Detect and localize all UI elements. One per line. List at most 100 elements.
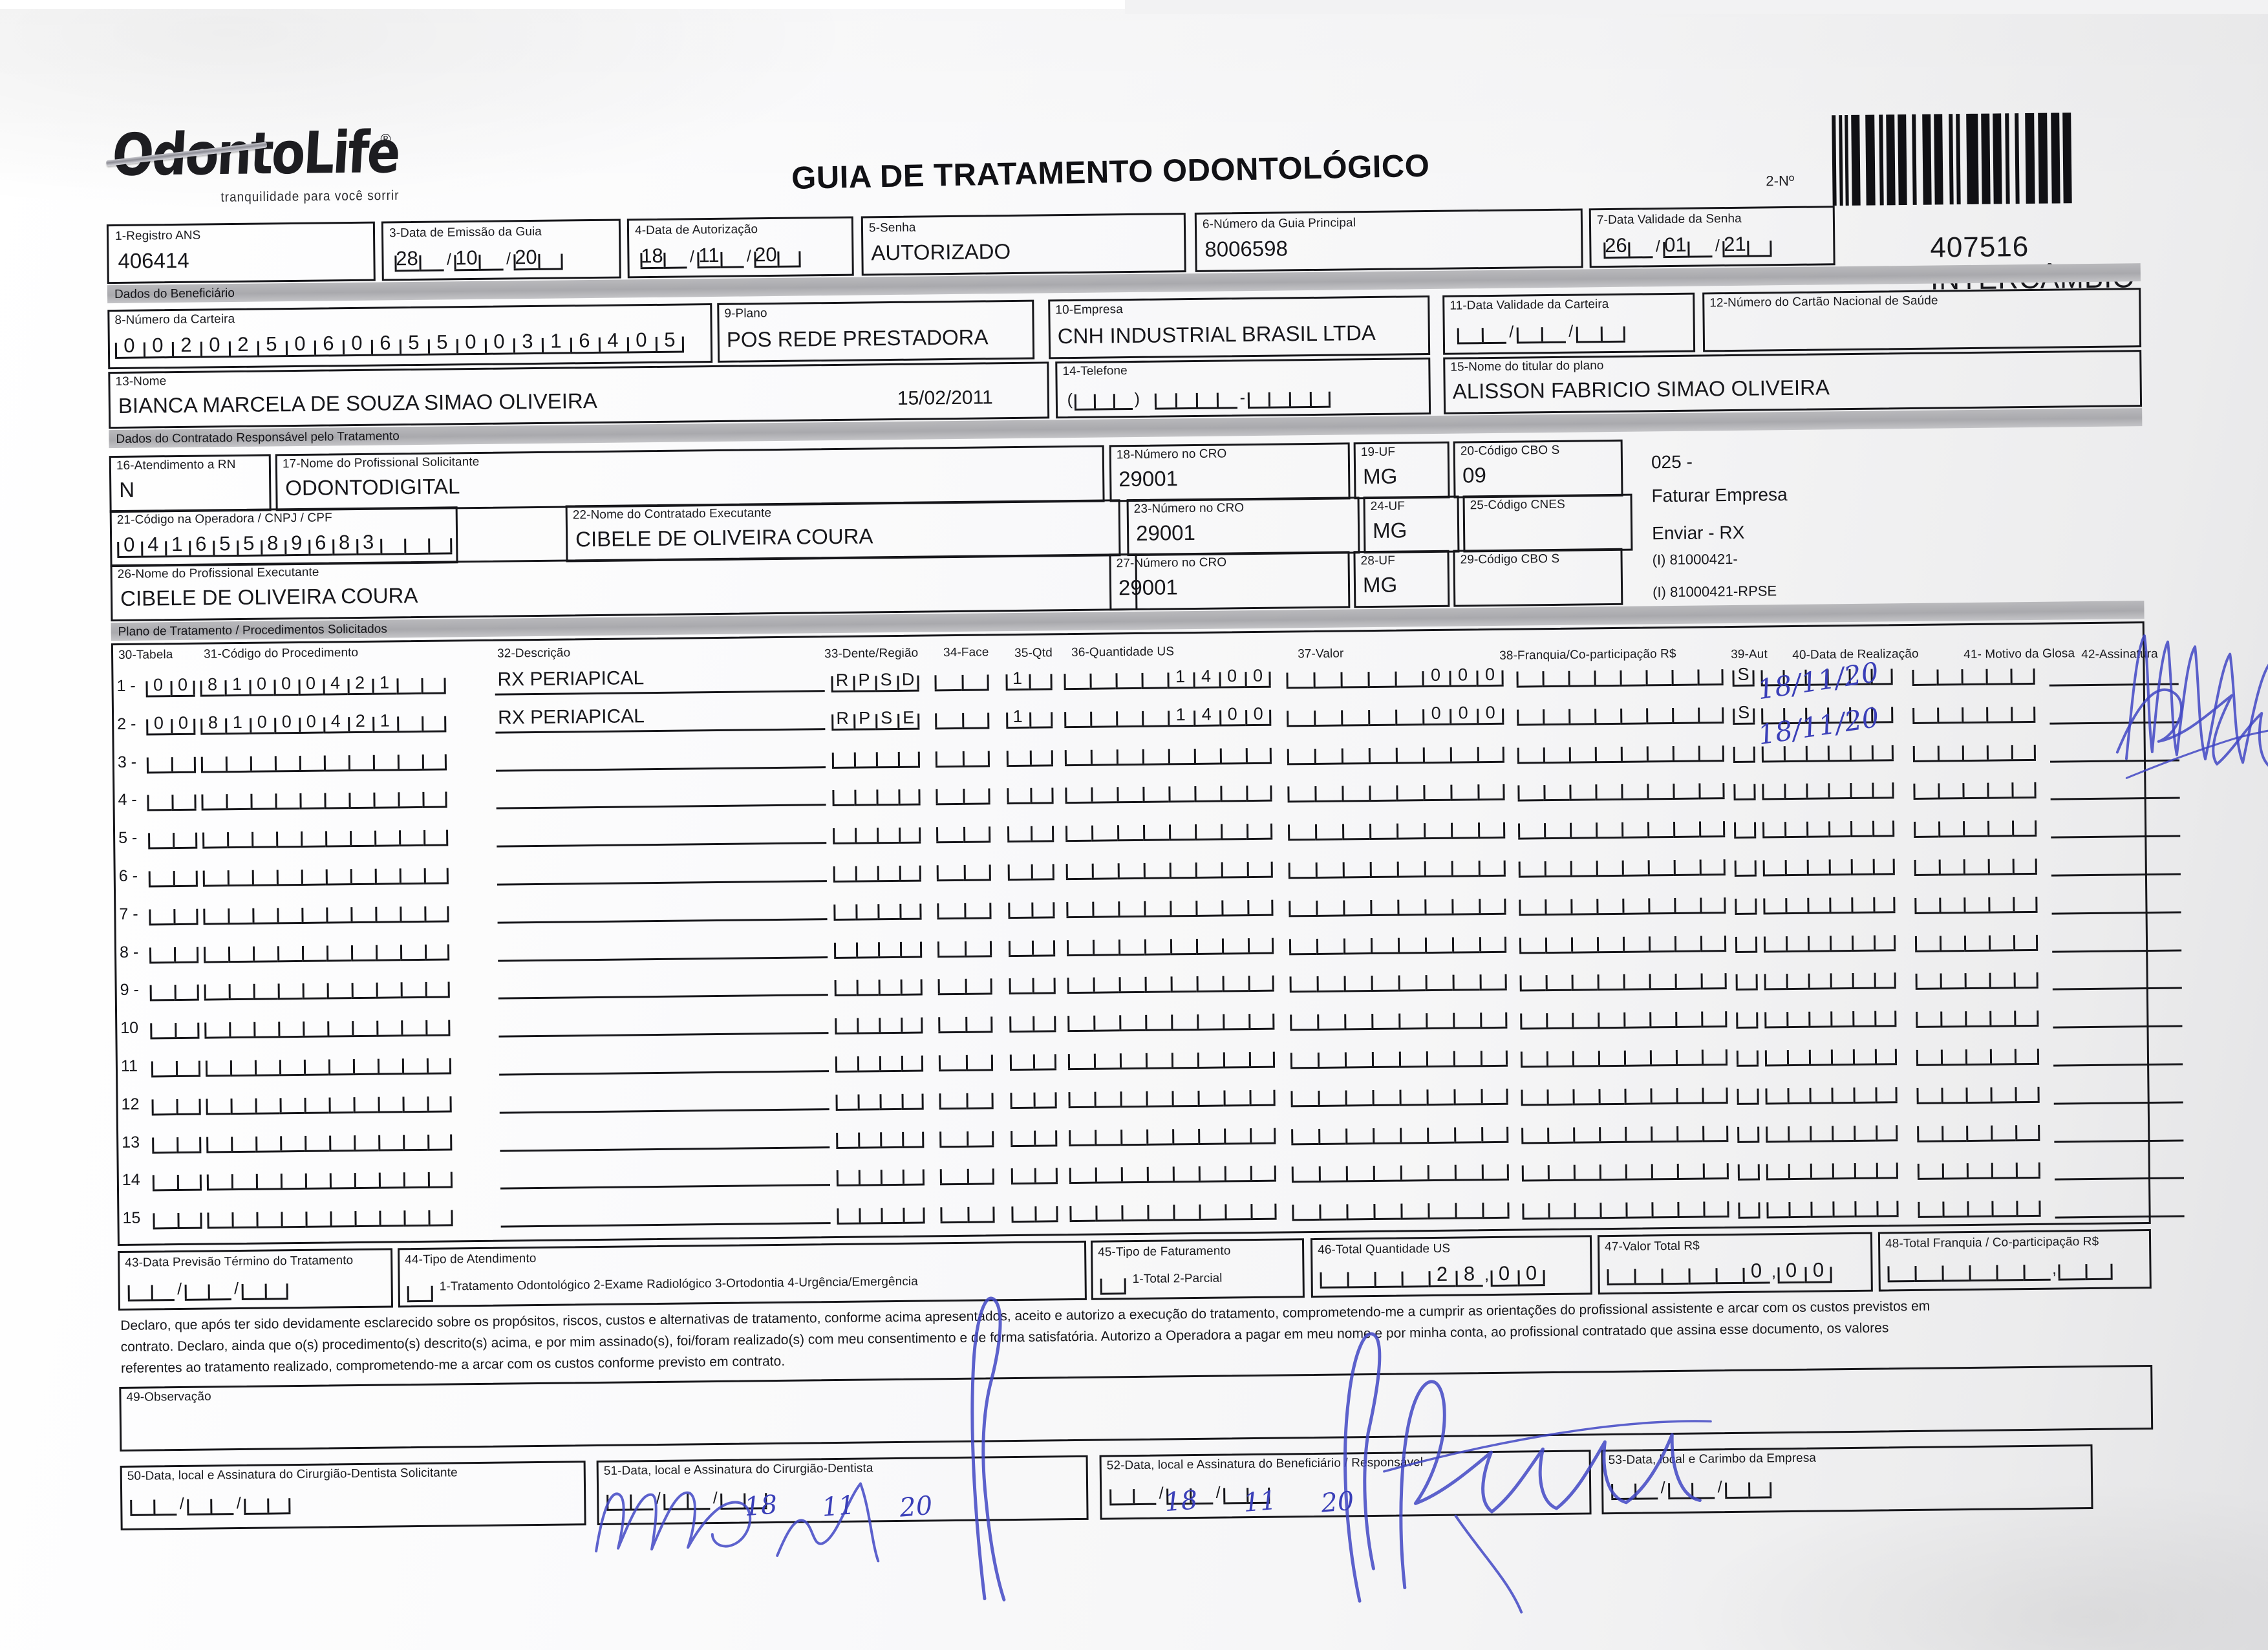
row-7-field-31-codigo-cell-1[interactable] <box>203 902 228 925</box>
row-14-field-38-franquia-cell-6[interactable] <box>1651 1158 1677 1181</box>
row-5-field-36-quantidade-us-cell-4[interactable] <box>1142 819 1170 842</box>
field-45-value-comb[interactable] <box>1100 1269 1126 1295</box>
row-11-field-40-data-cell-4[interactable] <box>1830 1043 1854 1066</box>
row-2-field-40-data[interactable] <box>1761 701 1894 725</box>
row-14-field-30-tabela[interactable] <box>152 1169 202 1192</box>
row-3-field-36-quantidade-us-cell-5[interactable] <box>1168 742 1194 766</box>
row-3-field-31-codigo-cell-3[interactable] <box>250 749 275 773</box>
row-12-field-33-dente[interactable] <box>835 1088 924 1111</box>
row-8-field-36-quantidade-us-cell-2[interactable] <box>1092 933 1119 956</box>
row-3-field-37-valor-cell-6[interactable] <box>1422 741 1450 764</box>
row-7-field-36-quantidade-us-cell-3[interactable] <box>1118 895 1144 918</box>
row-14-field-37-valor-cell-1[interactable] <box>1291 1161 1320 1183</box>
row-6-field-33-dente-cell-1[interactable] <box>833 860 855 883</box>
row-2-field-36-quantidade-us-cell-8[interactable]: 0 <box>1245 703 1272 726</box>
row-7-field-37-valor-cell-3[interactable] <box>1343 894 1371 917</box>
field-21-digit-cell-14[interactable] <box>427 528 453 555</box>
row-2-field-33-dente-cell-4[interactable]: E <box>897 707 920 730</box>
row-15-field-38-franquia-cell-2[interactable] <box>1548 1197 1574 1220</box>
row-5-field-31-codigo-cell-4[interactable] <box>275 826 301 848</box>
row-4-field-34-face-cell-2[interactable] <box>963 782 990 806</box>
row-8-field-38-franquia-cell-1[interactable] <box>1519 931 1546 954</box>
row-5-field-38-franquia-cell-7[interactable] <box>1673 815 1700 839</box>
row-13-field-31-codigo-cell-7[interactable] <box>353 1129 379 1152</box>
row-1-field-38-franquia-cell-5[interactable] <box>1620 664 1646 687</box>
row-14-field-33-dente-cell-2[interactable] <box>858 1164 881 1187</box>
row-13-field-41-glosa-cell-1[interactable] <box>1917 1120 1942 1142</box>
row-12-field-31-codigo-cell-5[interactable] <box>304 1091 329 1114</box>
row-10-field-39-aut[interactable] <box>1736 1006 1759 1029</box>
row-2-field-38-franquia-cell-6[interactable] <box>1645 702 1673 725</box>
field-8-digit-cell-8[interactable]: 6 <box>314 330 343 357</box>
row-7-field-31-codigo-cell-6[interactable] <box>326 901 351 924</box>
row-2-field-36-quantidade-us-cell-6[interactable]: 4 <box>1193 704 1220 727</box>
row-3-field-41-glosa[interactable] <box>1912 738 2037 762</box>
row-3-field-30-tabela[interactable] <box>146 751 197 774</box>
row-13-field-31-codigo-cell-3[interactable] <box>255 1130 281 1153</box>
row-7-field-37-valor-cell-2[interactable] <box>1316 894 1343 917</box>
row-12-field-31-codigo-cell-6[interactable] <box>328 1091 354 1114</box>
row-9-field-37-valor-cell-4[interactable] <box>1371 969 1398 992</box>
row-6-field-36-quantidade-us[interactable] <box>1065 855 1273 881</box>
row-14-field-31-codigo-cell-7[interactable] <box>354 1167 380 1190</box>
row-9-field-36-quantidade-us-cell-3[interactable] <box>1118 971 1145 994</box>
row-10-field-38-franquia-cell-6[interactable] <box>1649 1006 1676 1029</box>
row-7-field-33-dente-cell-4[interactable] <box>899 897 922 920</box>
row-12-field-36-quantidade-us-cell-7[interactable] <box>1223 1084 1250 1107</box>
row-13-field-40-data-cell-6[interactable] <box>1875 1119 1898 1142</box>
row-5-field-37-valor-cell-1[interactable] <box>1287 819 1316 841</box>
row-9-field-37-valor-cell-5[interactable] <box>1398 969 1426 992</box>
row-12-field-38-franquia-cell-5[interactable] <box>1624 1082 1651 1105</box>
row-13-field-40-data-cell-1[interactable] <box>1766 1120 1788 1143</box>
row-5-field-37-valor-cell-2[interactable] <box>1314 818 1343 841</box>
row-3-field-38-franquia-cell-8[interactable] <box>1698 739 1724 762</box>
row-9-field-39-aut-cell-1[interactable] <box>1735 968 1758 991</box>
row-15-field-36-quantidade-us-cell-1[interactable] <box>1069 1199 1096 1223</box>
row-7-field-39-aut-cell-1[interactable] <box>1735 892 1757 915</box>
row-15-field-40-data-cell-2[interactable] <box>1788 1195 1811 1219</box>
row-9-field-31-codigo-cell-5[interactable] <box>302 977 328 1000</box>
row-4-field-31-codigo-cell-2[interactable] <box>226 788 251 811</box>
row-4-field-39-aut-cell-1[interactable] <box>1733 778 1756 801</box>
row-4-field-30-tabela[interactable] <box>147 789 197 811</box>
row-15-field-30-tabela[interactable] <box>153 1206 202 1230</box>
row-8-field-37-valor-cell-6[interactable] <box>1424 931 1453 954</box>
row-5-field-37-valor-cell-3[interactable] <box>1342 818 1370 841</box>
row-6-field-37-valor-cell-1[interactable] <box>1288 856 1316 879</box>
row-11-field-41-glosa-cell-3[interactable] <box>1965 1043 1991 1066</box>
row-4-field-38-franquia[interactable] <box>1517 777 1725 802</box>
row-3-field-37-valor-cell-4[interactable] <box>1368 742 1396 764</box>
row-9-field-31-codigo-cell-3[interactable] <box>253 978 279 1001</box>
row-4-field-36-quantidade-us-cell-8[interactable] <box>1246 780 1272 802</box>
row-11-field-30-tabela[interactable] <box>151 1055 200 1078</box>
row-6-field-34-face-cell-2[interactable] <box>963 859 991 881</box>
row-14-field-36-quantidade-us-cell-5[interactable] <box>1172 1161 1199 1183</box>
row-2-field-30-tabela-cell-2[interactable]: 0 <box>171 712 196 735</box>
row-6-field-38-franquia-cell-2[interactable] <box>1544 855 1570 878</box>
row-5-field-35-qtd-cell-1[interactable] <box>1007 820 1031 843</box>
row-3-field-34-face-cell-1[interactable] <box>935 745 963 767</box>
row-9-field-31-codigo[interactable] <box>204 976 451 1001</box>
row-11-field-37-valor-cell-8[interactable] <box>1480 1044 1508 1067</box>
row-15-field-38-franquia-cell-1[interactable] <box>1522 1197 1548 1220</box>
row-8-field-31-codigo-cell-9[interactable] <box>400 938 425 961</box>
row-12-field-33-dente-cell-3[interactable] <box>879 1088 902 1111</box>
field-46-cell-2[interactable] <box>1347 1262 1375 1289</box>
row-2-field-38-franquia-cell-4[interactable] <box>1594 702 1621 725</box>
row-1-field-33-dente-cell-1[interactable]: R <box>831 670 853 693</box>
field-8-digit-cell-15[interactable]: 3 <box>513 328 542 355</box>
row-6-field-40-data-cell-1[interactable] <box>1762 854 1785 877</box>
row-3-field-40-data-cell-3[interactable] <box>1805 739 1828 762</box>
row-15-field-31-codigo-cell-7[interactable] <box>354 1205 380 1228</box>
row-12-field-31-codigo-cell-9[interactable] <box>402 1090 427 1113</box>
field-21-digit-cell-12[interactable] <box>380 529 405 555</box>
row-9-field-31-codigo-cell-8[interactable] <box>376 976 401 1000</box>
field-52-date-comb[interactable]: / / <box>1109 1477 1270 1506</box>
row-15-field-40-data-cell-4[interactable] <box>1832 1195 1855 1218</box>
row-1-field-31-codigo-cell-4[interactable]: 0 <box>273 673 299 696</box>
row-2-field-38-franquia-cell-1[interactable] <box>1517 703 1543 726</box>
row-2-field-31-codigo-cell-8[interactable]: 1 <box>372 711 398 733</box>
row-13-field-31-codigo-cell-8[interactable] <box>378 1128 403 1152</box>
row-14-field-31-codigo-cell-9[interactable] <box>403 1166 429 1189</box>
row-5-field-31-codigo-cell-8[interactable] <box>374 824 399 847</box>
